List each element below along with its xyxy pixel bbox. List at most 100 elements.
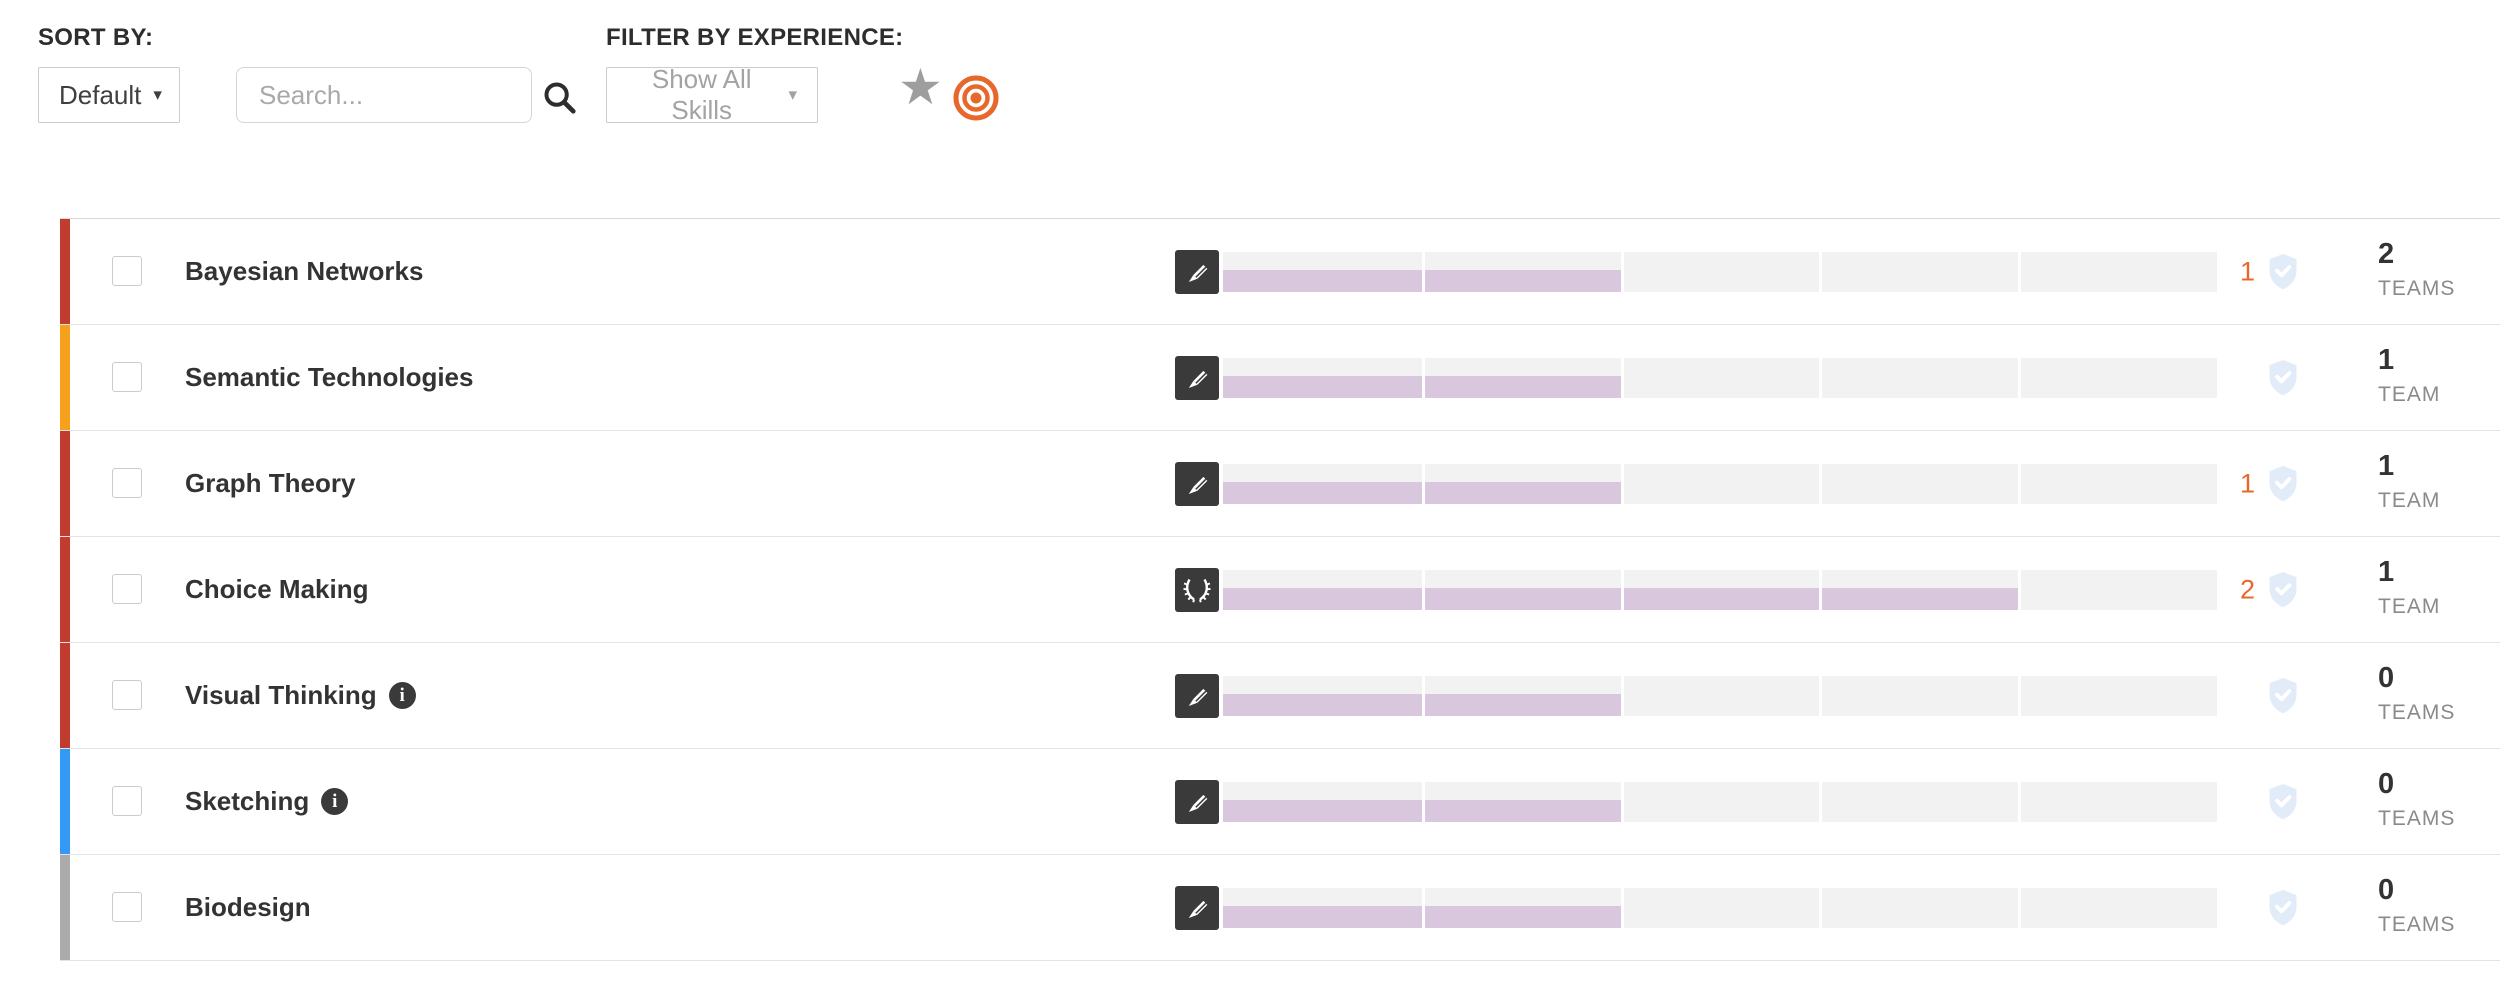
chevron-down-icon: ▾ xyxy=(788,85,797,104)
teams-cell: 0 TEAMS xyxy=(2378,767,2455,830)
category-color-bar xyxy=(60,537,70,642)
sort-by-label: SORT BY: xyxy=(38,24,154,51)
segment-divider xyxy=(1819,569,1823,610)
search-input[interactable] xyxy=(236,67,532,123)
segment-divider xyxy=(1620,463,1624,504)
teams-cell: 1 TEAM xyxy=(2378,555,2440,618)
category-color-bar xyxy=(60,643,70,748)
experience-bar-group xyxy=(1175,355,2217,400)
skill-checkbox[interactable] xyxy=(112,786,142,816)
segment-divider xyxy=(2018,251,2022,292)
shield-check-icon xyxy=(2265,464,2301,504)
shield-check-icon xyxy=(2265,570,2301,610)
teams-count: 1 xyxy=(2378,449,2395,482)
shield-check-icon xyxy=(2265,888,2301,928)
skill-row: Visual Thinking i xyxy=(60,643,2500,749)
skill-row: Choice Making i xyxy=(60,537,2500,643)
segment-divider xyxy=(2018,675,2022,716)
segment-divider xyxy=(2018,887,2022,928)
teams-count: 0 xyxy=(2378,873,2395,906)
skill-name: Visual Thinking xyxy=(185,680,377,710)
pencil-icon xyxy=(1175,673,1219,718)
star-icon[interactable]: ★ xyxy=(898,59,943,115)
experience-bar xyxy=(1223,781,2217,822)
segment-divider xyxy=(1819,251,1823,292)
teams-count: 0 xyxy=(2378,767,2395,800)
segment-divider xyxy=(1819,675,1823,716)
segment-divider xyxy=(1620,781,1624,822)
teams-cell: 2 TEAMS xyxy=(2378,237,2455,300)
segment-divider xyxy=(1421,887,1425,928)
teams-label: TEAM xyxy=(2378,382,2441,406)
skill-checkbox[interactable] xyxy=(112,362,142,392)
skill-checkbox[interactable] xyxy=(112,680,142,710)
skill-checkbox[interactable] xyxy=(112,256,142,286)
magnifier-icon xyxy=(540,82,578,119)
teams-label: TEAM xyxy=(2378,488,2441,512)
skill-row: Biodesign i xyxy=(60,855,2500,961)
skill-row: Bayesian Networks i xyxy=(60,219,2500,325)
teams-cell: 0 TEAMS xyxy=(2378,661,2455,724)
bullseye-icon[interactable] xyxy=(952,74,1000,122)
skill-checkbox[interactable] xyxy=(112,574,142,604)
pending-count: 2 xyxy=(2239,574,2255,604)
pencil-icon xyxy=(1175,779,1219,824)
pencil-icon xyxy=(1175,885,1219,930)
segment-divider xyxy=(1421,781,1425,822)
segment-divider xyxy=(1819,357,1823,398)
segment-divider xyxy=(1421,569,1425,610)
sort-dropdown-value: Default xyxy=(59,79,142,110)
category-color-bar xyxy=(60,431,70,536)
segment-divider xyxy=(1620,887,1624,928)
sort-dropdown[interactable]: Default ▾ xyxy=(38,67,180,123)
segment-divider xyxy=(1421,675,1425,716)
experience-bar-group xyxy=(1175,567,2217,612)
skill-name: Sketching xyxy=(185,786,310,816)
experience-bar-group xyxy=(1175,779,2217,824)
teams-label: TEAMS xyxy=(2378,700,2456,724)
segment-divider xyxy=(1819,887,1823,928)
teams-label: TEAMS xyxy=(2378,912,2456,936)
info-icon[interactable]: i xyxy=(321,788,349,815)
skill-checkbox[interactable] xyxy=(112,468,142,498)
skill-checkbox[interactable] xyxy=(112,892,142,922)
segment-divider xyxy=(1421,251,1425,292)
teams-label: TEAM xyxy=(2378,594,2441,618)
pending-count: 1 xyxy=(2239,468,2255,498)
category-color-bar xyxy=(60,749,70,854)
info-icon[interactable]: i xyxy=(388,682,416,709)
experience-bar-group xyxy=(1175,673,2217,718)
experience-bar xyxy=(1223,675,2217,716)
segment-divider xyxy=(1620,569,1624,610)
segment-divider xyxy=(1620,251,1624,292)
filter-dropdown[interactable]: Show All Skills ▾ xyxy=(606,64,818,125)
search-button[interactable] xyxy=(540,78,578,116)
segment-divider xyxy=(2018,781,2022,822)
teams-cell: 1 TEAM xyxy=(2378,449,2440,512)
segment-divider xyxy=(2018,463,2022,504)
laurel-wreath-icon xyxy=(1175,567,1219,612)
skill-name: Graph Theory xyxy=(185,468,356,498)
chevron-down-icon: ▾ xyxy=(153,85,162,104)
skill-name-group: Biodesign i xyxy=(185,855,311,960)
experience-bar xyxy=(1223,887,2217,928)
shield-check-icon xyxy=(2265,782,2301,822)
experience-bar xyxy=(1223,463,2217,504)
segment-divider xyxy=(1819,781,1823,822)
experience-bar-group xyxy=(1175,249,2217,294)
category-color-bar xyxy=(60,325,70,430)
teams-label: TEAMS xyxy=(2378,806,2456,830)
shield-check-icon xyxy=(2265,676,2301,716)
skill-name-group: Semantic Technologies i xyxy=(185,325,473,430)
skill-name-group: Bayesian Networks i xyxy=(185,219,423,324)
teams-cell: 0 TEAMS xyxy=(2378,873,2455,936)
segment-divider xyxy=(1421,357,1425,398)
pencil-icon xyxy=(1175,461,1219,506)
pending-count: 1 xyxy=(2239,256,2255,286)
skill-name-group: Graph Theory i xyxy=(185,431,355,536)
segment-divider xyxy=(1421,463,1425,504)
category-color-bar xyxy=(60,855,70,960)
toolbar: SORT BY: Default ▾ FILTER BY EXPERIENCE:… xyxy=(0,0,2500,218)
filter-by-experience-label: FILTER BY EXPERIENCE: xyxy=(606,24,904,51)
teams-count: 1 xyxy=(2378,555,2395,588)
